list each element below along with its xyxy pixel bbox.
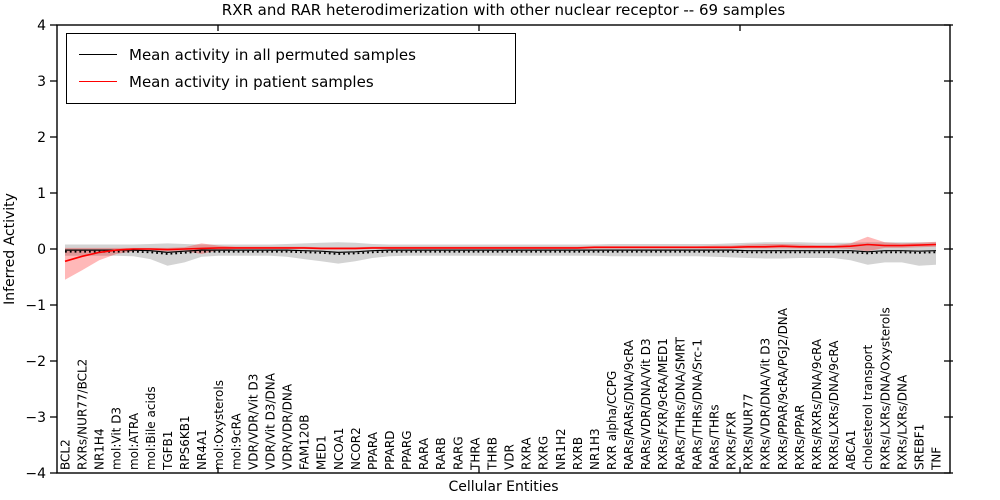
category-label: NCOR2 <box>349 427 363 470</box>
category-label: RXRB <box>571 437 585 470</box>
category-label: RXRs/NUR77/BCL2 <box>76 359 90 470</box>
category-label: RARB <box>434 437 448 470</box>
category-label: RPS6KB1 <box>178 415 192 470</box>
y-tick-label: −3 <box>25 410 46 426</box>
category-label: NR1H4 <box>93 428 107 470</box>
category-label: BCL2 <box>59 439 73 470</box>
y-tick-label: 3 <box>37 74 46 90</box>
mean-line-patient <box>64 243 937 263</box>
legend-line-patient-icon <box>79 81 117 82</box>
y-tick-label: −1 <box>25 298 46 314</box>
category-label: NCOA1 <box>332 428 346 470</box>
category-label: RXRs/LXRs/DNA <box>895 374 909 470</box>
dotted-line-permuted <box>65 250 937 255</box>
category-label: RXR alpha/CCPG <box>605 371 619 470</box>
category-label: TGFB1 <box>161 431 175 471</box>
category-label: RXRs/LXRs/DNA/9cRA <box>827 340 841 470</box>
category-label: RARs/RARs/DNA/9cRA <box>622 339 636 470</box>
category-label: cholesterol transport <box>861 344 875 470</box>
legend: Mean activity in all permuted samples Me… <box>66 33 516 104</box>
x-axis-label: Cellular Entities <box>448 479 559 495</box>
category-label: NR1H2 <box>554 428 568 470</box>
category-label: MED1 <box>315 435 329 470</box>
y-tick-label: 1 <box>37 186 46 202</box>
category-label: RARs/THRs/DNA/Src-1 <box>690 339 704 470</box>
legend-item-patient: Mean activity in patient samples <box>79 68 505 95</box>
category-label: PPARG <box>400 430 414 470</box>
chart-title: RXR and RAR heterodimerization with othe… <box>221 1 786 19</box>
category-label: mol:Vit D3 <box>110 407 124 470</box>
category-label: mol:ATRA <box>127 412 141 470</box>
y-tick-label: 0 <box>37 242 46 258</box>
category-label: FAM120B <box>298 415 312 471</box>
category-label: RXRs/FXR <box>725 411 739 470</box>
category-label: PPARD <box>383 431 397 471</box>
y-tick-label: 4 <box>37 18 46 34</box>
legend-item-permuted: Mean activity in all permuted samples <box>79 41 505 68</box>
category-label: RARs/THRs/DNA/SMRT <box>673 336 687 470</box>
category-label: RARs/VDR/DNA/Vit D3 <box>639 338 653 470</box>
category-label: PPARA <box>366 431 380 470</box>
category-label: RXRG <box>537 436 551 470</box>
category-label: RXRs/NUR77 <box>742 393 756 470</box>
category-label: RARs/THRs <box>708 404 722 470</box>
category-label: TNF <box>930 447 944 471</box>
category-label: THRB <box>486 437 500 471</box>
category-label: RXRA <box>520 437 534 470</box>
category-label: RXRs/LXRs/DNA/Oxysterols <box>878 307 892 470</box>
category-label: RXRs/VDR/DNA/Vit D3 <box>759 338 773 470</box>
category-label: RXRs/PPAR <box>793 405 807 470</box>
legend-item-patient-label: Mean activity in patient samples <box>129 72 374 91</box>
category-label: RXRs/PPAR/9cRA/PGJ2/DNA <box>776 307 790 470</box>
mean-line-permuted <box>65 249 937 254</box>
category-label: ABCA1 <box>844 430 858 470</box>
category-label: THRA <box>468 437 482 471</box>
category-label: VDR <box>503 444 517 470</box>
y-tick-label: −4 <box>25 466 46 482</box>
category-label: mol:Bile acids <box>144 386 158 470</box>
category-label: RXRs/RXRs/DNA/9cRA <box>810 338 824 470</box>
y-tick-label: −2 <box>25 354 46 370</box>
legend-line-permuted-icon <box>79 54 117 55</box>
category-label: NR4A1 <box>195 429 209 470</box>
category-label: RXRs/FXR/9cRA/MED1 <box>656 338 670 470</box>
category-label: SREBF1 <box>912 424 926 470</box>
category-label: VDR/VDR/Vit D3 <box>246 374 260 470</box>
category-label: VDR/VDR/DNA <box>281 383 295 470</box>
category-label: mol:Oxysterols <box>212 380 226 470</box>
category-label: RARA <box>417 437 431 470</box>
y-tick-label: 2 <box>37 130 46 146</box>
category-label: mol:9cRA <box>229 413 243 470</box>
category-label: NR1H3 <box>588 428 602 470</box>
category-label: RARG <box>451 436 465 470</box>
legend-item-permuted-label: Mean activity in all permuted samples <box>129 45 416 64</box>
category-label: VDR/Vit D3/DNA <box>263 372 277 470</box>
